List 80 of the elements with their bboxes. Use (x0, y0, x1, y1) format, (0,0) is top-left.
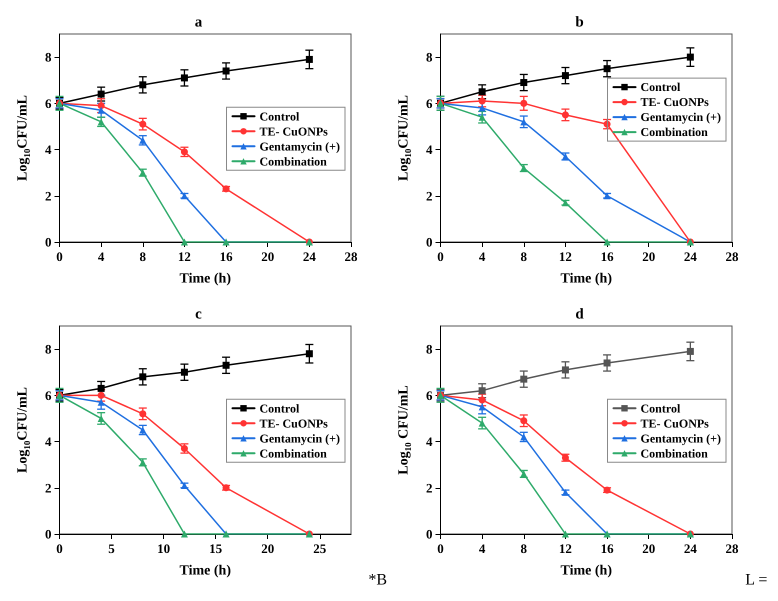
legend-label: Control (640, 401, 681, 416)
x-tick-label: 8 (520, 249, 528, 264)
legend-label: TE- CuONPs (640, 416, 710, 430)
text: L = (745, 572, 768, 588)
x-tick-label: 20 (642, 249, 656, 264)
x-axis-title: Time (h) (180, 272, 232, 286)
y-tick-label: 6 (45, 388, 52, 403)
x-tick-label: 10 (157, 541, 170, 556)
x-tick-label: 0 (56, 541, 63, 556)
chart-title: c (195, 306, 202, 322)
legend-label: Gentamycin (+) (260, 139, 340, 154)
legend-label: Control (260, 109, 300, 124)
legend-label: Combination (260, 154, 328, 168)
y-tick-label: 2 (45, 480, 52, 496)
legend-label: Combination (640, 446, 708, 460)
x-tick-label: 4 (478, 249, 486, 264)
y-axis-title: Log10 CFU/mL (396, 385, 413, 475)
legend-label: TE- CuONPs (260, 124, 328, 138)
y-tick-label: 8 (45, 50, 52, 65)
y-tick-label: 0 (426, 526, 432, 542)
y-tick-label: 8 (426, 50, 433, 65)
x-tick-label: 28 (344, 249, 358, 264)
y-tick-label: 6 (45, 96, 52, 111)
y-axis-title: Log10CFU/mL (16, 94, 32, 182)
y-tick-label: 8 (45, 342, 52, 357)
legend-label: Combination (260, 446, 328, 460)
y-tick-label: 4 (426, 434, 433, 450)
legend-label: Control (260, 401, 300, 416)
x-tick-label: 16 (600, 541, 614, 556)
y-tick-label: 4 (45, 142, 52, 158)
x-tick-label: 24 (684, 541, 698, 556)
x-tick-label: 0 (437, 249, 444, 264)
x-tick-label: 8 (140, 249, 147, 264)
x-axis-title: Time (h) (560, 272, 612, 286)
x-axis-title: Time (h) (560, 564, 612, 578)
y-tick-label: 8 (426, 342, 433, 357)
x-tick-label: 12 (558, 541, 572, 556)
x-tick-label: 28 (726, 541, 739, 556)
chart-title: b (575, 14, 584, 30)
y-tick-label: 6 (426, 388, 433, 403)
legend-label: TE- CuONPs (640, 95, 710, 110)
legend-label: Gentamycin (+) (260, 431, 340, 446)
x-tick-label: 16 (220, 249, 234, 264)
x-tick-label: 4 (98, 249, 105, 264)
y-tick-label: 0 (426, 234, 432, 250)
y-tick-label: 0 (45, 234, 52, 250)
x-tick-label: 15 (209, 541, 223, 556)
x-tick-label: 4 (478, 541, 486, 556)
x-tick-label: 16 (600, 249, 614, 264)
x-tick-label: 8 (520, 541, 528, 556)
x-tick-label: 20 (642, 541, 656, 556)
x-tick-label: 24 (302, 249, 316, 264)
x-tick-label: 5 (108, 541, 116, 556)
x-tick-label: 28 (726, 249, 739, 264)
y-axis-title: Log10CFU/mL (396, 94, 413, 182)
y-tick-label: 0 (45, 526, 52, 542)
legend-label: Combination (640, 125, 708, 140)
x-tick-label: 12 (178, 249, 191, 264)
x-tick-label: 20 (261, 249, 274, 264)
legend-label: TE- CuONPs (260, 416, 328, 430)
chart-title: a (194, 14, 203, 30)
legend-label: Gentamycin (+) (640, 110, 722, 124)
x-tick-label: 25 (313, 541, 327, 556)
x-tick-label: 24 (684, 249, 698, 264)
legend-label: Gentamycin (+) (640, 431, 722, 446)
y-tick-label: 6 (426, 96, 433, 111)
x-tick-label: 0 (56, 249, 63, 264)
y-tick-label: 2 (45, 188, 52, 204)
chart-title: d (575, 306, 584, 322)
y-tick-label: 2 (426, 188, 432, 204)
text: *B (368, 572, 387, 588)
y-tick-label: 4 (45, 434, 52, 450)
y-tick-label: 4 (426, 142, 433, 158)
x-tick-label: 20 (261, 541, 274, 556)
x-axis-title: Time (h) (180, 564, 232, 578)
legend-label: Control (640, 80, 681, 94)
x-tick-label: 12 (558, 249, 572, 264)
y-axis-title: Log10CFU/mL (16, 386, 32, 474)
y-tick-label: 2 (426, 480, 432, 496)
x-tick-label: 0 (437, 541, 444, 556)
